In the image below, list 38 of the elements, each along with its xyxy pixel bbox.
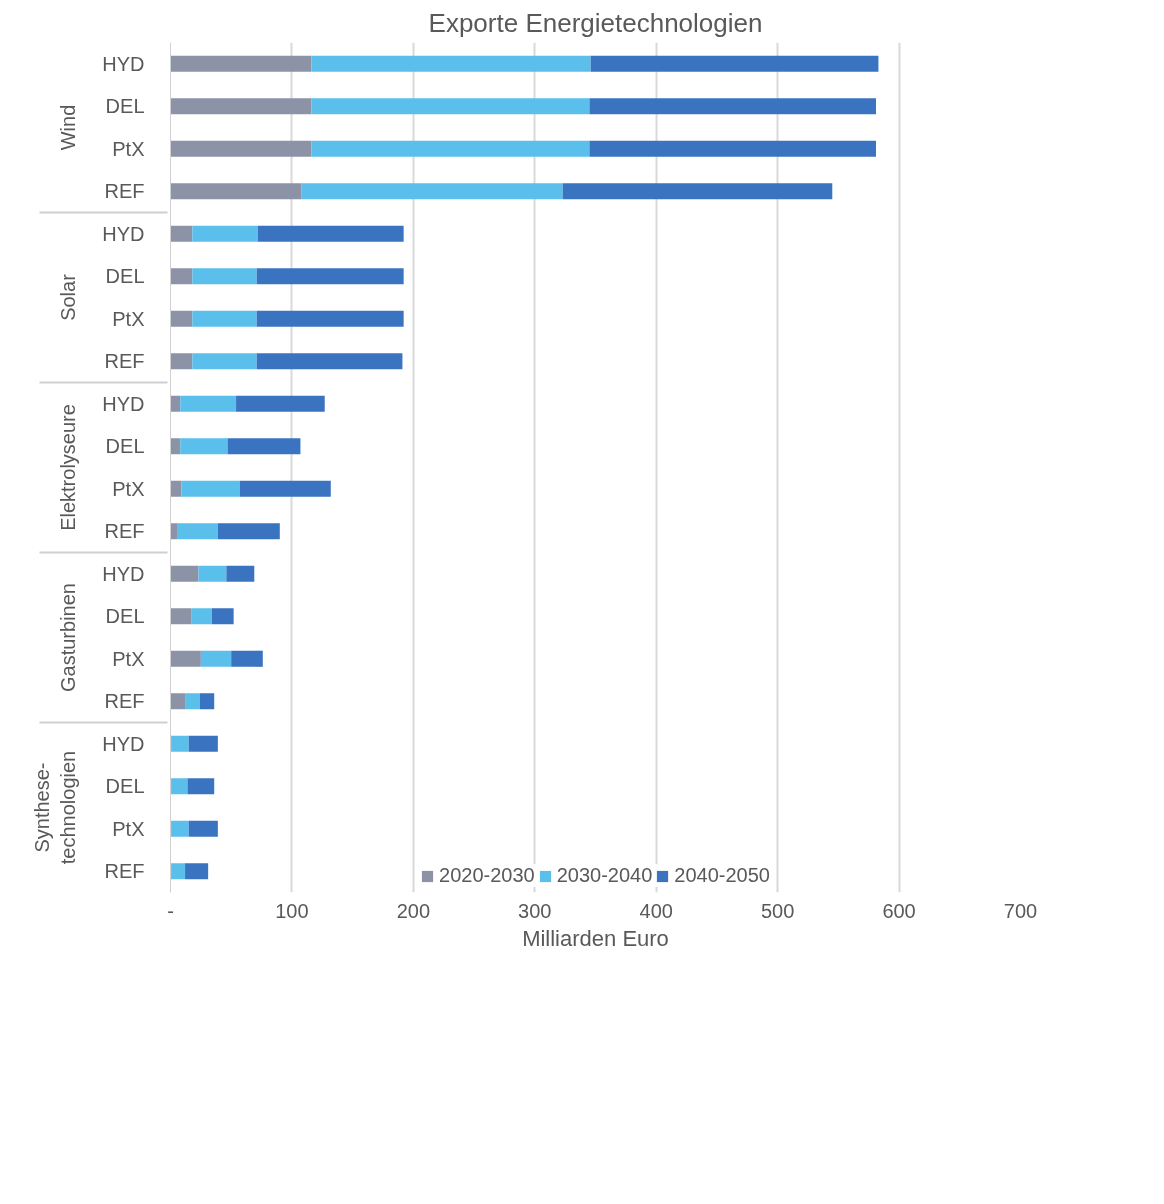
legend-label: 2020-2030 bbox=[439, 864, 535, 887]
y-tick-label: DEL bbox=[105, 265, 145, 288]
x-tick-label: - bbox=[167, 899, 174, 922]
y-tick-label: REF bbox=[104, 690, 145, 713]
y-tick-label: REF bbox=[104, 350, 145, 373]
text: Synthese- technologien bbox=[30, 750, 80, 865]
y-tick-label: DEL bbox=[105, 435, 145, 458]
x-tick-label: 300 bbox=[518, 899, 552, 922]
y-tick-label: PtX bbox=[112, 647, 145, 670]
y-tick-label: REF bbox=[104, 860, 145, 883]
x-axis-title: Milliarden Euro bbox=[522, 925, 669, 951]
y-tick-label: PtX bbox=[112, 477, 145, 500]
y-tick-label: PtX bbox=[112, 137, 145, 160]
text: Gasturbinen bbox=[57, 583, 80, 692]
text: Wind bbox=[57, 104, 80, 151]
x-tick-label: 700 bbox=[1003, 899, 1038, 922]
x-tick-label: 600 bbox=[882, 899, 916, 922]
x-tick-label: 200 bbox=[396, 899, 431, 922]
y-tick-label: PtX bbox=[112, 817, 145, 840]
x-tick-label: 400 bbox=[639, 899, 673, 922]
y-tick-label: HYD bbox=[102, 52, 145, 75]
y-tick-label: REF bbox=[104, 180, 145, 203]
x-tick-label: 100 bbox=[275, 899, 309, 922]
legend-label: 2040-2050 bbox=[674, 864, 770, 887]
y-tick-label: HYD bbox=[102, 392, 145, 415]
legend-label: 2030-2040 bbox=[556, 864, 653, 887]
chart-title: Exporte Energietechnologien bbox=[428, 7, 763, 38]
text: Elektrolyseure bbox=[57, 404, 80, 531]
y-tick-label: HYD bbox=[102, 222, 145, 245]
y-tick-label: DEL bbox=[105, 605, 145, 628]
x-tick-label: 500 bbox=[760, 899, 795, 922]
y-tick-label: DEL bbox=[105, 775, 145, 798]
y-tick-label: REF bbox=[104, 520, 145, 543]
y-tick-label: HYD bbox=[102, 732, 145, 755]
y-tick-label: PtX bbox=[112, 307, 145, 330]
text: Solar bbox=[57, 273, 80, 321]
y-tick-label: DEL bbox=[105, 95, 145, 118]
y-tick-label: HYD bbox=[102, 562, 145, 585]
